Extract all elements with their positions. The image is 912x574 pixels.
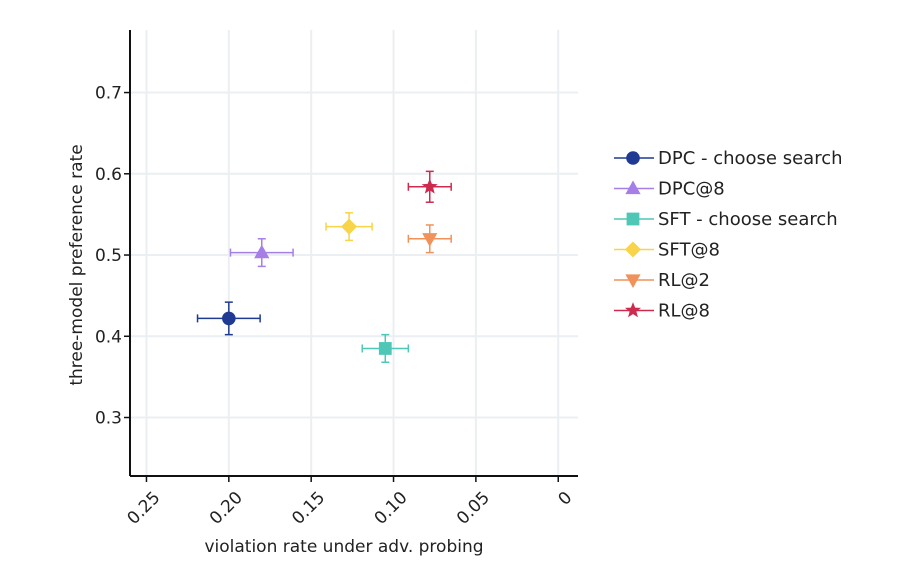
point-marker <box>222 311 236 326</box>
grid <box>130 30 578 476</box>
x-tick-label: 0.20 <box>206 488 247 529</box>
axes <box>129 30 578 477</box>
legend-item: DPC - choose search <box>614 148 843 169</box>
data-point <box>325 212 373 242</box>
legend: DPC - choose search DPC@8 SFT - choose sea… <box>614 148 843 322</box>
y-tick-label: 0.4 <box>95 327 122 347</box>
point-marker <box>421 178 438 194</box>
y-tick-label: 0.7 <box>95 84 122 104</box>
legend-marker <box>625 302 641 318</box>
legend-item: RL@8 <box>614 301 710 322</box>
legend-item: RL@2 <box>614 270 710 291</box>
legend-label: RL@2 <box>658 270 710 291</box>
x-tick-label: 0.10 <box>371 488 412 529</box>
legend-item: SFT@8 <box>614 240 720 261</box>
y-axis-label: three-model preference rate <box>67 144 87 385</box>
x-axis-label: violation rate under adv. probing <box>204 537 483 557</box>
data-points <box>196 170 452 364</box>
legend-marker <box>626 151 640 165</box>
x-tick-label: 0 <box>554 488 576 510</box>
legend-label: DPC - choose search <box>658 148 843 169</box>
legend-label: DPC@8 <box>658 179 725 200</box>
data-point <box>196 301 261 336</box>
point-marker <box>378 342 392 355</box>
legend-label: RL@8 <box>658 301 710 322</box>
legend-item: DPC@8 <box>614 179 725 200</box>
data-point <box>229 238 294 268</box>
legend-label: SFT - choose search <box>658 209 838 230</box>
legend-marker <box>625 180 641 195</box>
legend-marker <box>625 241 641 258</box>
x-tick-label: 0.05 <box>453 488 494 529</box>
legend-marker <box>625 274 641 288</box>
ticks: 0.25 0.20 0.15 0.10 0.05 0 0.3 0.4 0.5 0.6 0.7 <box>95 84 576 529</box>
data-point <box>407 170 452 203</box>
legend-label: SFT@8 <box>658 240 720 261</box>
legend-item: SFT - choose search <box>614 209 838 230</box>
point-marker <box>422 233 438 247</box>
point-marker <box>254 244 270 259</box>
y-tick-label: 0.5 <box>95 246 122 266</box>
point-marker <box>341 218 358 235</box>
x-tick-label: 0.25 <box>124 488 165 529</box>
legend-marker <box>626 212 640 226</box>
data-point <box>361 333 410 364</box>
y-tick-label: 0.3 <box>95 409 122 429</box>
y-tick-label: 0.6 <box>95 165 122 185</box>
data-point <box>407 224 452 254</box>
x-tick-label: 0.15 <box>288 488 329 529</box>
